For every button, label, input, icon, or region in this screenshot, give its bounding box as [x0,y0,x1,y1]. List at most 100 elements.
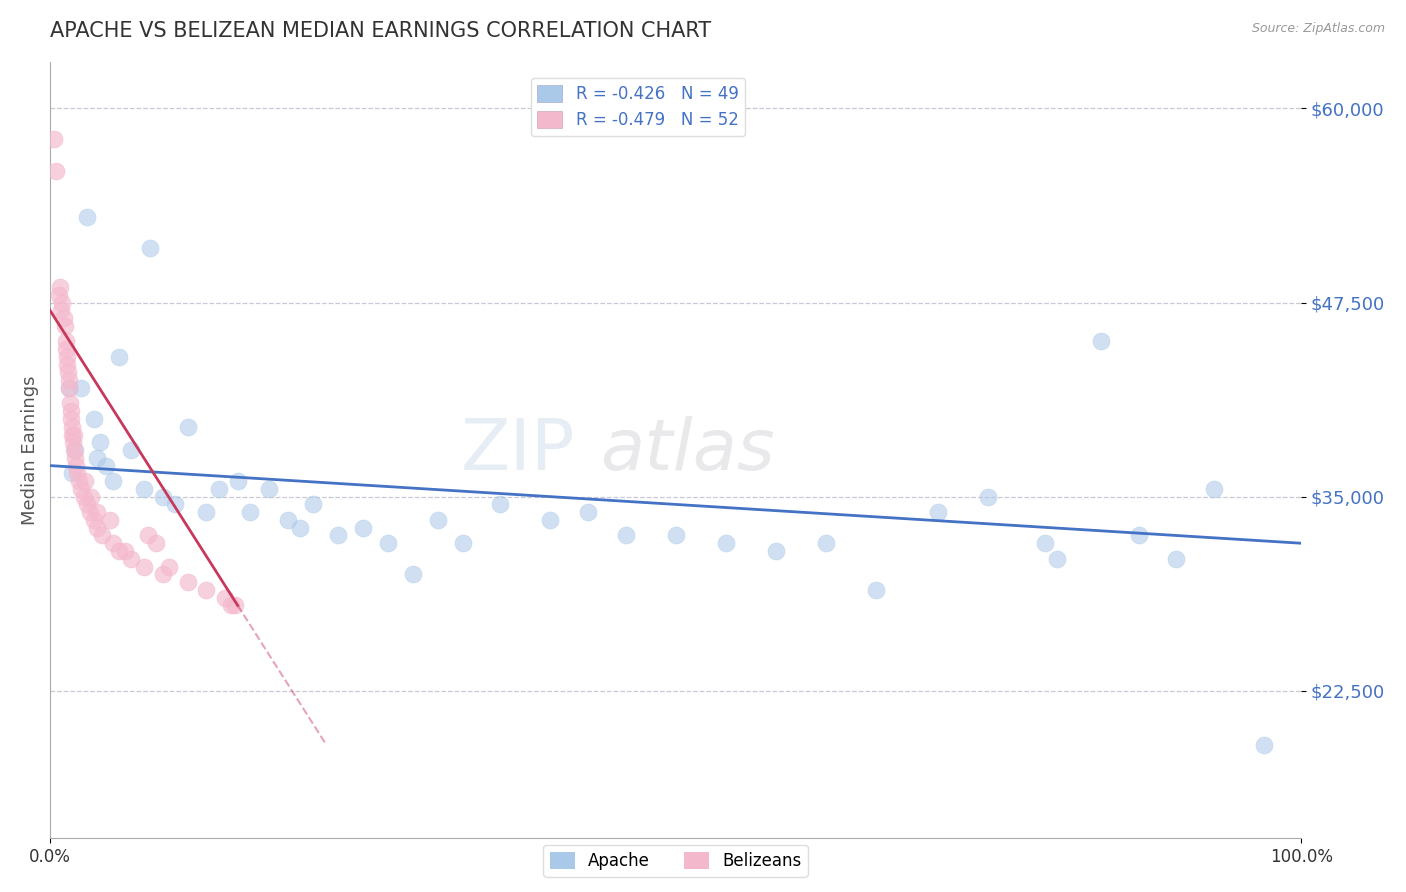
Point [120,551,142,566]
Point [1090,334,1112,349]
Point [91,528,114,542]
Point [208,482,231,496]
Point [214,591,236,605]
Point [377,536,399,550]
Point [51,295,73,310]
Point [70,482,93,496]
Point [132,482,155,496]
Point [195,505,218,519]
Point [489,497,512,511]
Point [614,528,637,542]
Point [51,303,73,318]
Point [86,450,108,465]
Point [76,210,98,224]
Point [176,575,198,590]
Point [83,513,105,527]
Point [89,435,111,450]
Point [62,427,84,442]
Point [1128,528,1150,542]
Point [1164,551,1187,566]
Point [927,505,949,519]
Point [65,458,87,473]
Point [224,599,246,613]
Point [56,358,79,372]
Point [52,311,75,326]
Point [226,474,249,488]
Point [86,521,108,535]
Point [132,559,155,574]
Point [1046,551,1069,566]
Point [53,318,76,333]
Point [83,412,105,426]
Point [157,559,180,574]
Point [60,412,83,426]
Point [301,497,323,511]
Point [290,521,312,535]
Point [42,132,65,146]
Point [86,505,108,519]
Point [67,474,90,488]
Point [101,536,124,550]
Point [59,404,82,418]
Point [352,521,374,535]
Point [538,513,561,527]
Point [62,443,84,458]
Point [80,490,103,504]
Text: Source: ZipAtlas.com: Source: ZipAtlas.com [1251,22,1385,36]
Point [402,567,425,582]
Point [1202,482,1225,496]
Point [73,490,96,504]
Point [136,528,159,542]
Y-axis label: Median Earnings: Median Earnings [21,376,39,524]
Point [714,536,737,550]
Text: ZIP: ZIP [461,416,575,484]
Point [865,582,887,597]
Text: APACHE VS BELIZEAN MEDIAN EARNINGS CORRELATION CHART: APACHE VS BELIZEAN MEDIAN EARNINGS CORRE… [51,21,711,41]
Point [76,497,98,511]
Point [63,443,86,458]
Point [120,443,142,458]
Point [107,350,129,364]
Point [58,381,80,395]
Point [96,458,118,473]
Point [60,419,83,434]
Point [977,490,1000,504]
Point [165,497,187,511]
Point [257,482,280,496]
Point [62,467,84,481]
Point [195,582,218,597]
Point [152,567,174,582]
Point [58,381,80,395]
Point [55,334,77,349]
Point [139,241,162,255]
Point [114,544,136,558]
Point [48,287,70,301]
Point [451,536,474,550]
Legend: Apache, Belizeans: Apache, Belizeans [543,845,808,877]
Point [221,599,243,613]
Point [145,536,167,550]
Point [1033,536,1056,550]
Point [45,163,67,178]
Point [107,544,129,558]
Point [58,373,80,387]
Point [66,467,89,481]
Point [814,536,837,550]
Point [62,435,84,450]
Point [176,419,198,434]
Point [101,474,124,488]
Point [56,366,79,380]
Point [765,544,787,558]
Point [1253,738,1275,752]
Point [62,427,84,442]
Point [79,505,101,519]
Point [326,528,349,542]
Point [49,280,72,294]
Point [426,513,449,527]
Point [664,528,686,542]
Point [239,505,262,519]
Point [55,342,77,356]
Text: atlas: atlas [600,416,775,484]
Point [277,513,299,527]
Point [73,474,96,488]
